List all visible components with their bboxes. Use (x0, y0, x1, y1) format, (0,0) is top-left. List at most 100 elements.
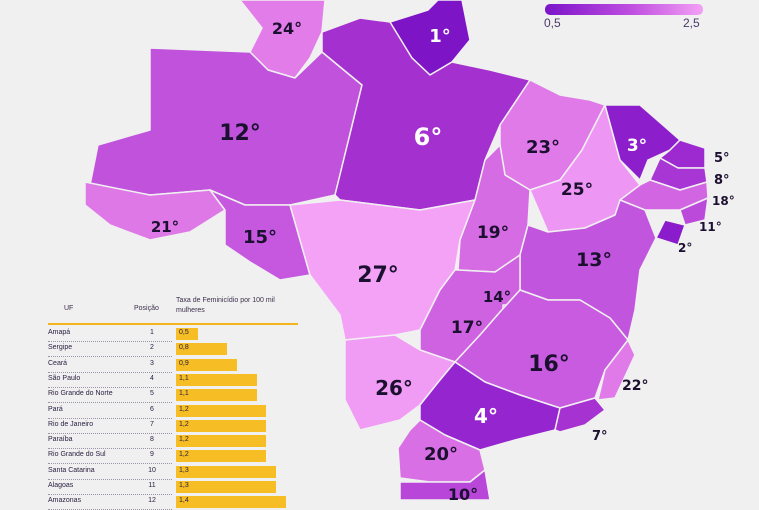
row-rate: 1,3 (179, 482, 189, 489)
state-rio-de-janeiro[interactable] (554, 397, 606, 433)
row-separator (48, 386, 172, 388)
state-alagoas[interactable] (679, 197, 709, 226)
row-separator (48, 478, 172, 480)
state-santa-catarina[interactable] (399, 469, 491, 500)
table-row: Santa Catarina 10 1,3 (48, 465, 308, 480)
row-position: 4 (150, 374, 154, 382)
row-uf: Rio Grande do Sul (48, 451, 106, 459)
table-row: Pará 6 1,2 (48, 404, 308, 419)
row-uf: São Paulo (48, 374, 81, 382)
row-rate: 1,4 (179, 497, 189, 505)
rank-label-sao-paulo: 4° (474, 404, 498, 428)
row-rate-bar (176, 343, 228, 356)
table-header-rule (48, 323, 298, 325)
rank-label-minas-gerais: 16° (528, 352, 570, 377)
rank-label-parana: 20° (424, 444, 458, 465)
row-position: 12 (148, 497, 156, 505)
row-rate-bar (176, 419, 267, 432)
row-position: 2 (150, 344, 154, 352)
row-position: 9 (150, 451, 154, 459)
row-rate-bar (176, 328, 198, 340)
state-rondonia[interactable] (209, 189, 311, 281)
rank-label-goias: 17° (451, 318, 483, 338)
rank-label-piaui: 25° (561, 180, 593, 200)
rank-label-rio-grande-do-norte: 5° (714, 151, 730, 166)
rank-label-para: 6° (414, 123, 443, 151)
row-uf: Pará (48, 405, 63, 413)
row-position: 6 (150, 405, 154, 413)
legend-color-scale (545, 4, 703, 15)
row-position: 7 (150, 420, 154, 428)
row-separator (48, 448, 172, 450)
table-row: Rio Grande do Norte 5 1,1 (48, 388, 308, 404)
row-separator (48, 356, 172, 358)
state-espirito-santo[interactable] (597, 339, 636, 401)
row-separator (48, 371, 172, 373)
rank-label-pernambuco: 18° (712, 194, 735, 208)
rank-label-amapa: 1° (429, 26, 451, 47)
row-rate-bar (176, 373, 257, 386)
state-acre[interactable] (84, 181, 226, 241)
table-header-uf: UF (64, 305, 74, 312)
row-position: 11 (148, 482, 156, 489)
table-row: Paraíba 8 1,2 (48, 434, 308, 450)
row-rate-bar (176, 481, 277, 493)
rank-label-distrito-federal: 14° (483, 288, 511, 306)
legend-min-label: 0,5 (544, 16, 561, 30)
rank-label-mato-grosso: 27° (357, 263, 399, 288)
row-rate-bar (176, 358, 238, 371)
row-separator (48, 417, 172, 419)
rank-label-amazonas: 12° (219, 121, 261, 146)
state-sergipe[interactable] (655, 219, 686, 246)
rank-label-sergipe: 2° (678, 241, 692, 255)
row-rate-bar (176, 496, 286, 509)
table-row: Amazonas 12 1,4 (48, 495, 308, 510)
row-rate: 1,2 (179, 451, 189, 459)
rank-label-santa-catarina: 10° (448, 485, 478, 500)
rank-label-espirito-santo: 22° (622, 378, 648, 394)
row-uf: Rio de Janeiro (48, 420, 94, 428)
table-row: Rio de Janeiro 7 1,2 (48, 419, 308, 434)
row-rate: 1,1 (179, 390, 189, 398)
row-uf: Alagoas (48, 482, 74, 489)
rank-label-rondonia: 15° (243, 227, 277, 248)
row-uf: Ceará (48, 359, 68, 367)
row-rate-bar (176, 450, 267, 463)
rank-label-mato-grosso-do-sul: 26° (375, 376, 413, 400)
row-position: 3 (150, 359, 154, 367)
row-rate-bar (176, 435, 267, 448)
table-row: Amapá 1 0,5 (48, 327, 308, 342)
state-sao-paulo[interactable] (419, 361, 561, 451)
row-rate-bar (176, 389, 257, 402)
rank-label-maranhao: 23° (526, 137, 560, 158)
rank-label-paraiba: 8° (714, 173, 730, 188)
row-separator (48, 494, 172, 495)
row-position: 8 (150, 436, 154, 444)
row-separator (48, 341, 172, 342)
row-uf: Santa Catarina (48, 466, 95, 474)
row-rate-bar (176, 404, 267, 417)
rank-label-alagoas: 11° (699, 220, 722, 234)
row-position: 1 (150, 329, 154, 336)
row-rate-bar (176, 465, 277, 478)
row-uf: Amapá (48, 329, 71, 336)
rank-label-bahia: 13° (576, 249, 612, 271)
row-uf: Rio Grande do Norte (48, 390, 113, 398)
row-rate: 1,2 (179, 405, 189, 413)
rank-label-acre: 21° (151, 218, 179, 236)
row-rate: 1,2 (179, 420, 189, 428)
state-ceara[interactable] (604, 104, 681, 181)
row-separator (48, 432, 172, 434)
row-rate: 0,8 (179, 344, 189, 352)
row-uf: Sergipe (48, 344, 73, 352)
row-position: 10 (148, 466, 156, 474)
row-rate: 0,5 (179, 329, 189, 336)
row-position: 5 (150, 390, 154, 398)
row-rate: 1,1 (179, 374, 189, 382)
table-row: Alagoas 11 1,3 (48, 480, 308, 495)
rank-label-rio-de-janeiro: 7° (592, 429, 608, 444)
table-row: Rio Grande do Sul 9 1,2 (48, 449, 308, 465)
table-row: Sergipe 2 0,8 (48, 342, 308, 358)
rank-label-roraima: 24° (272, 19, 302, 38)
